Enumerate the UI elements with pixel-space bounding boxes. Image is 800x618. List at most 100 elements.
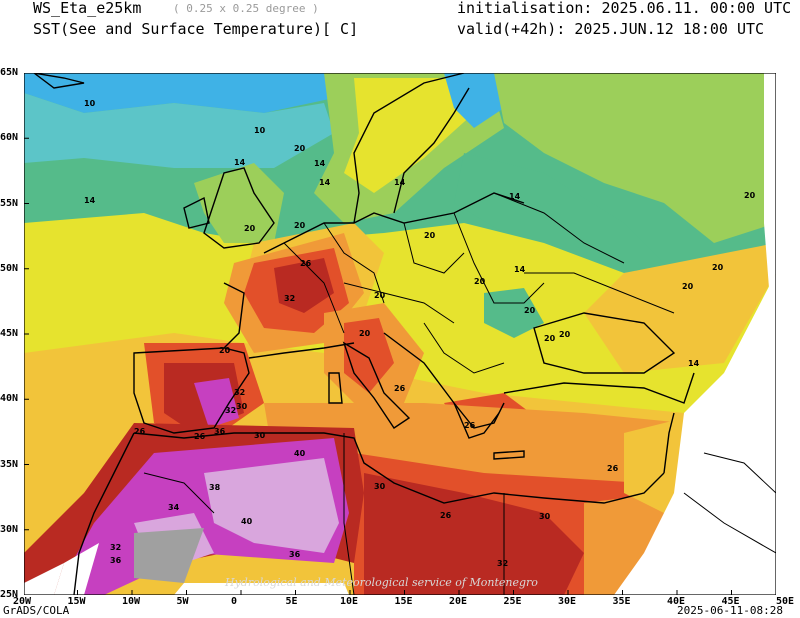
contour-label: 32 bbox=[284, 294, 295, 303]
contour-label: 20 bbox=[682, 282, 694, 291]
contour-label: 26 bbox=[440, 511, 452, 520]
model-name: WS_Eta_e25km bbox=[33, 0, 142, 17]
coast-balkans bbox=[383, 332, 505, 429]
coastlines bbox=[33, 73, 695, 595]
band-38-sahara bbox=[204, 458, 339, 553]
footer-right: 2025-06-11-08:28 bbox=[677, 604, 783, 617]
contour-label: 26 bbox=[607, 464, 619, 473]
lon-label: 15E bbox=[394, 596, 413, 607]
band-32-libya bbox=[364, 473, 584, 595]
coast-scandinavia bbox=[353, 73, 465, 224]
contour-label: 20 bbox=[544, 334, 556, 343]
border-mideast-2 bbox=[703, 452, 776, 494]
latitude-ticks bbox=[24, 73, 29, 595]
lon-label: 50E bbox=[776, 596, 795, 607]
sst-fill-layer bbox=[24, 73, 776, 595]
band-32-france bbox=[274, 258, 334, 313]
border-balkans bbox=[423, 322, 505, 374]
lon-label: 10W bbox=[122, 596, 141, 607]
contour-label: 38 bbox=[209, 483, 221, 492]
lat-label: 55N bbox=[0, 197, 19, 209]
contour-label: 32 bbox=[497, 559, 508, 568]
longitude-ticks bbox=[77, 590, 732, 595]
contour-label: 14 bbox=[509, 192, 521, 201]
border-mideast bbox=[683, 492, 776, 554]
contour-label: 26 bbox=[394, 384, 406, 393]
border-france bbox=[283, 242, 345, 334]
watermark: Hydrological and Meteorological service … bbox=[225, 576, 538, 589]
coast-sweden bbox=[393, 87, 470, 214]
band-35-iberia bbox=[194, 378, 239, 428]
lon-label: 10E bbox=[340, 596, 359, 607]
lat-label: 25N bbox=[0, 589, 19, 600]
coast-iceland bbox=[33, 73, 85, 89]
contour-label: 14 bbox=[394, 178, 406, 187]
coast-north-africa bbox=[133, 432, 665, 504]
band-17-uk bbox=[194, 163, 284, 243]
no-data-east bbox=[614, 273, 776, 595]
band-41-sahara bbox=[134, 528, 204, 583]
contour-label: 20 bbox=[244, 224, 256, 233]
contour-label: 32 bbox=[225, 406, 236, 415]
contour-label: 10 bbox=[254, 126, 266, 135]
lon-label: 45E bbox=[721, 596, 740, 607]
border-ukraine bbox=[524, 272, 675, 314]
coast-greece bbox=[453, 402, 500, 439]
contour-label: 20 bbox=[559, 330, 571, 339]
coast-med-north bbox=[248, 342, 355, 359]
coast-uk bbox=[203, 167, 275, 249]
borders bbox=[143, 192, 776, 595]
lat-label: 60N bbox=[0, 132, 19, 144]
coast-turkey bbox=[503, 372, 695, 404]
contour-label: 20 bbox=[219, 346, 231, 355]
band-14-baltic-basin bbox=[454, 153, 664, 283]
contour-label: 20 bbox=[424, 231, 436, 240]
coast-iberia bbox=[133, 347, 250, 434]
coast-atlantic-africa bbox=[73, 432, 135, 595]
contour-label: 10 bbox=[84, 99, 96, 108]
contour-label: 26 bbox=[194, 432, 206, 441]
band-29-italy bbox=[344, 318, 394, 393]
band-6-baltic bbox=[444, 73, 514, 128]
lon-label: 35E bbox=[612, 596, 631, 607]
lon-label: 15W bbox=[67, 596, 86, 607]
contour-label: 40 bbox=[294, 449, 306, 458]
contour-label: 30 bbox=[236, 402, 248, 411]
lat-label: 45N bbox=[0, 328, 19, 339]
no-data-east-corner bbox=[764, 73, 776, 288]
border-alps bbox=[343, 282, 455, 324]
lat-label: 35N bbox=[0, 458, 19, 470]
contour-label: 30 bbox=[539, 512, 551, 521]
contour-label: 20 bbox=[524, 306, 536, 315]
contour-label: 20 bbox=[474, 277, 486, 286]
coast-france-west bbox=[223, 282, 245, 349]
lon-label: 5E bbox=[285, 596, 298, 607]
contour-label: 36 bbox=[214, 427, 226, 436]
contour-label: 20 bbox=[294, 221, 306, 230]
coast-sardinia bbox=[328, 372, 343, 404]
contour-label: 30 bbox=[254, 431, 266, 440]
lat-label: 50N bbox=[0, 262, 19, 274]
coast-crete bbox=[493, 450, 525, 460]
init-time: initialisation: 2025.06.11. 00:00 UTC bbox=[457, 0, 792, 17]
contour-label: 26 bbox=[300, 259, 312, 268]
contour-label: 26 bbox=[464, 421, 476, 430]
lon-label: 20W bbox=[13, 596, 32, 607]
contour-label: 14 bbox=[314, 159, 326, 168]
contour-label: 30 bbox=[374, 482, 386, 491]
contour-label: 20 bbox=[744, 191, 756, 200]
valid-time: valid(+42h): 2025.JUN.12 18:00 UTC bbox=[457, 20, 765, 38]
coast-black-sea bbox=[533, 312, 676, 374]
lon-label: 25E bbox=[503, 596, 522, 607]
coast-continent bbox=[263, 192, 525, 254]
band-17-east bbox=[494, 73, 776, 243]
grid-resolution: ( 0.25 x 0.25 degree ) bbox=[173, 2, 319, 15]
contour-label: 14 bbox=[688, 359, 700, 368]
band-20-scandinavia bbox=[344, 78, 474, 193]
footer-left: GrADS/COLA bbox=[3, 604, 70, 617]
border-east bbox=[453, 212, 545, 304]
lon-label: 0 bbox=[231, 596, 238, 607]
contour-label: 26 bbox=[134, 427, 146, 436]
